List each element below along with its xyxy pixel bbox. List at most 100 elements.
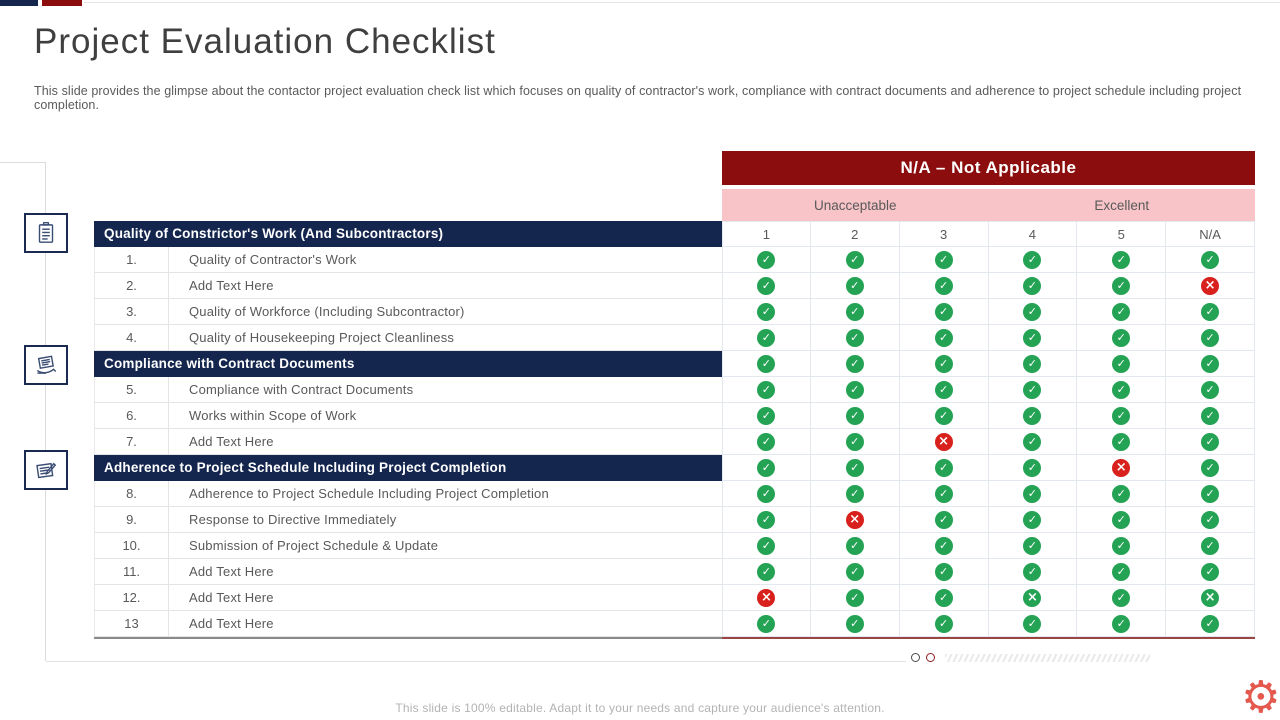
pagination-dot[interactable] (911, 653, 920, 662)
check-icon: ✓ (757, 276, 776, 295)
check-icon: ✓ (1023, 432, 1042, 451)
rating-marks-row: ✓ ✓ ✓ ✓ ✓ ✓ (722, 481, 1255, 507)
check-icon: ✓ (1112, 432, 1131, 451)
corner-bar-red (42, 0, 82, 6)
rating-cell: ✓ (899, 611, 989, 637)
item-label: Add Text Here (189, 590, 274, 605)
rating-cell: ✓ (722, 611, 811, 637)
rating-cell: ✓ (899, 481, 989, 507)
pagination-dot[interactable] (926, 653, 935, 662)
item-label: Adherence to Project Schedule Including … (189, 486, 549, 501)
rating-cell: ✓ (810, 533, 900, 559)
red-cross-icon: × (757, 588, 776, 607)
rating-cell: ✓ (722, 299, 811, 325)
check-icon: ✓ (1023, 328, 1042, 347)
rating-cell: ✓ (899, 455, 989, 481)
pagination-dots (911, 653, 935, 662)
rating-scale-row: Unacceptable Excellent (722, 189, 1255, 221)
rating-cell: ✓ (1166, 455, 1255, 481)
rating-marks-row: ✓ ✓ ✓ ✓ ✓ ✓ (722, 377, 1255, 403)
check-icon: ✓ (934, 380, 953, 399)
check-icon: ✓ (934, 276, 953, 295)
check-icon: ✓ (845, 484, 864, 503)
item-label: Add Text Here (189, 564, 274, 579)
rating-cell: ✓ (1077, 481, 1167, 507)
document-edit-icon (24, 450, 68, 490)
rating-cell: ✓ (810, 273, 900, 299)
check-icon: ✓ (934, 458, 953, 477)
item-number: 2. (95, 273, 169, 298)
check-icon: ✓ (757, 484, 776, 503)
rating-cell: ✓ (1166, 611, 1255, 637)
rating-marks-row: ✓ ✓ ✓ ✓ ✓ ✓ (722, 403, 1255, 429)
check-icon: ✓ (934, 562, 953, 581)
check-icon: ✓ (1201, 406, 1220, 425)
rating-cell: ✓ (722, 455, 811, 481)
check-icon: ✓ (757, 406, 776, 425)
rating-cell: ✓ (899, 377, 989, 403)
item-number: 12. (95, 585, 169, 610)
check-icon: ✓ (1023, 406, 1042, 425)
rating-cell: ✓ (1077, 299, 1167, 325)
check-icon: ✓ (757, 302, 776, 321)
rating-cell: × (1077, 455, 1167, 481)
rating-cell: ✓ (810, 585, 900, 611)
rating-cell: × (988, 585, 1078, 611)
checklist-item-row: 10. Submission of Project Schedule & Upda… (94, 533, 722, 559)
rating-cell: ✓ (1077, 377, 1167, 403)
rating-cell: ✓ (810, 299, 900, 325)
rating-cell: ✓ (722, 507, 811, 533)
rating-cell: ✓ (722, 403, 811, 429)
item-number: 8. (95, 481, 169, 506)
check-icon: ✓ (845, 614, 864, 633)
checklist-item-row: 11. Add Text Here (94, 559, 722, 585)
check-icon: ✓ (1023, 484, 1042, 503)
rating-cell: ✓ (810, 429, 900, 455)
rating-cell: ✓ (1077, 559, 1167, 585)
check-icon: ✓ (1201, 432, 1220, 451)
checklist-item-row: 7. Add Text Here (94, 429, 722, 455)
check-icon: ✓ (845, 406, 864, 425)
rating-cell: ✓ (899, 559, 989, 585)
check-icon: ✓ (845, 432, 864, 451)
red-cross-icon: × (1112, 458, 1131, 477)
check-icon: ✓ (1201, 302, 1220, 321)
item-number: 10. (95, 533, 169, 558)
check-icon: ✓ (845, 536, 864, 555)
rating-cell: ✓ (722, 559, 811, 585)
check-icon: ✓ (934, 302, 953, 321)
frame-line-vertical (45, 162, 46, 661)
item-label: Submission of Project Schedule & Update (189, 538, 439, 553)
check-icon: ✓ (1112, 484, 1131, 503)
checklist-table: Quality of Constrictor's Work (And Subco… (94, 221, 722, 639)
item-number: 7. (95, 429, 169, 454)
rating-cell: ✓ (722, 351, 811, 377)
checklist-item-row: 9. Response to Directive Immediately (94, 507, 722, 533)
rating-cell: ✓ (810, 247, 900, 273)
check-icon: ✓ (1201, 562, 1220, 581)
scale-low-label: Unacceptable (813, 197, 897, 213)
check-icon: ✓ (1112, 328, 1131, 347)
rating-column-header: 5 (1077, 221, 1167, 247)
rating-column-header: 2 (810, 221, 900, 247)
rating-column-header: N/A (1166, 221, 1255, 247)
green-cross-icon: × (1201, 588, 1220, 607)
check-icon: ✓ (757, 510, 776, 529)
rating-grid: 1 2 3 4 5 N/A ✓ ✓ ✓ ✓ ✓ ✓ ✓ ✓ ✓ ✓ ✓ × ✓ ✓ ✓ ✓ ✓ ✓ ✓ ✓ ✓ ✓ ✓ ✓ ✓ ✓ ✓ ✓ ✓ ✓ ✓ ✓… (722, 221, 1255, 639)
checklist-item-row: 8. Adherence to Project Schedule Includin… (94, 481, 722, 507)
check-icon: ✓ (1201, 380, 1220, 399)
rating-cell: ✓ (1077, 611, 1167, 637)
top-divider-line (84, 2, 1280, 3)
rating-marks-row: ✓ ✓ ✓ ✓ ✓ ✓ (722, 533, 1255, 559)
rating-cell: ✓ (1077, 585, 1167, 611)
item-number: 9. (95, 507, 169, 532)
check-icon: ✓ (1112, 562, 1131, 581)
rating-cell: ✓ (1166, 325, 1255, 351)
check-icon: ✓ (757, 432, 776, 451)
rating-cell: ✓ (899, 507, 989, 533)
check-icon: ✓ (1023, 302, 1042, 321)
rating-cell: ✓ (988, 533, 1078, 559)
check-icon: ✓ (1023, 354, 1042, 373)
item-label: Add Text Here (189, 278, 274, 293)
gear-icon: ⚙ (1241, 672, 1280, 720)
